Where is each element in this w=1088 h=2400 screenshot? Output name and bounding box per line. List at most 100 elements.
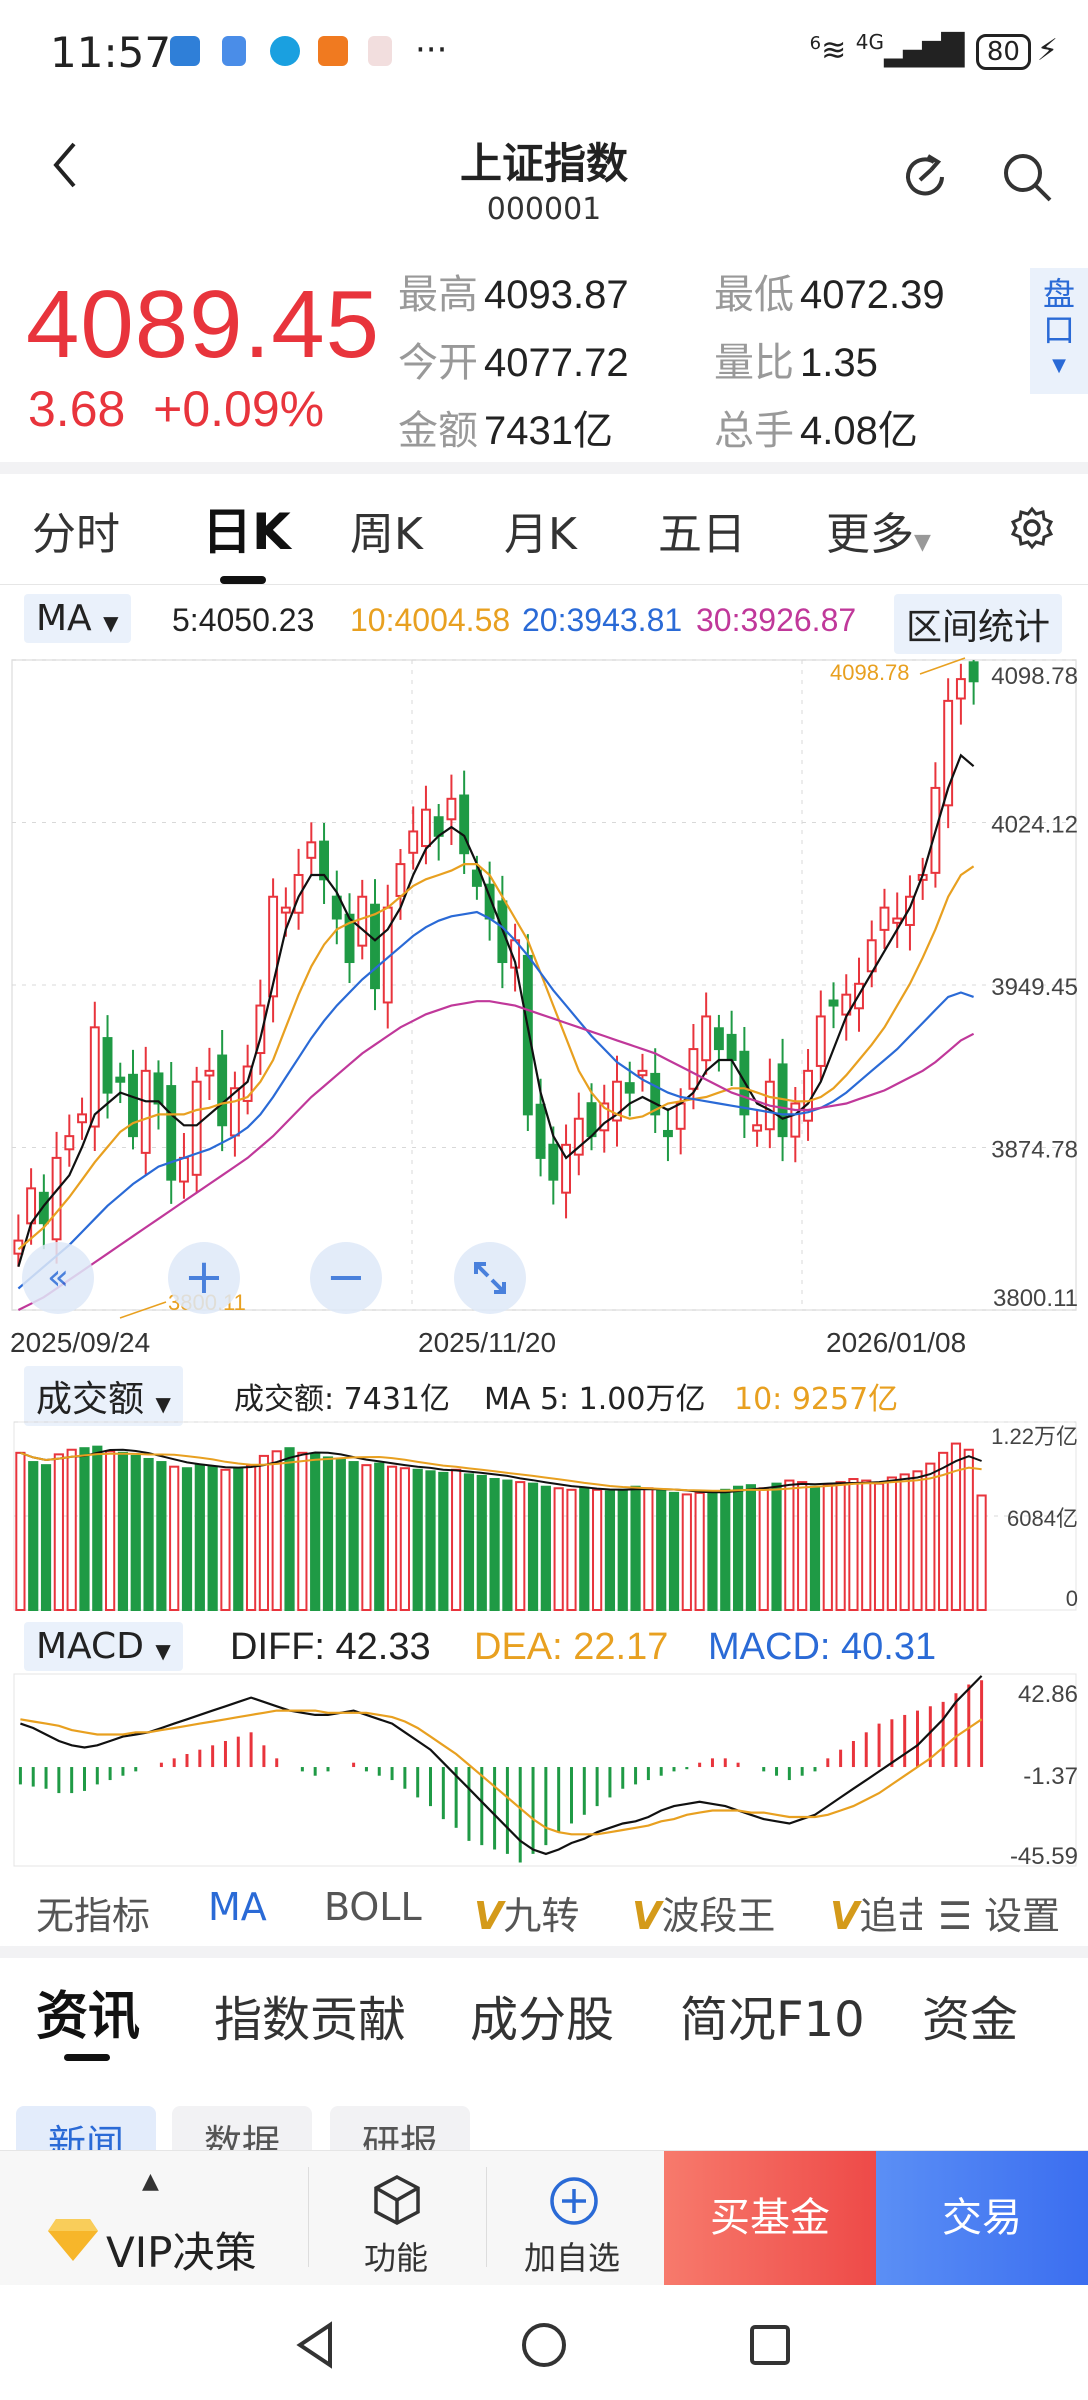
indicator-boll[interactable]: BOLL [324,1885,422,1929]
app-notification-icon [170,36,200,66]
indicator-ma[interactable]: MA [208,1885,267,1929]
pankou-label-2: 口 [1042,311,1075,349]
volume-bar [822,1484,833,1611]
zoom-in-button[interactable]: + [168,1242,240,1314]
volume-bar [117,1451,129,1611]
candle-body [344,913,355,964]
macd-diff: DIFF: 42.33 [230,1626,431,1668]
tab-more[interactable]: 更多▼ [826,498,931,562]
indicator-zhuiji[interactable]: V追击 [830,1885,922,1940]
volume-bar [592,1488,603,1611]
volume-bar [297,1451,308,1611]
volume-bar [310,1453,321,1611]
tab-five-day[interactable]: 五日 [658,509,746,560]
candle-body [943,699,954,807]
high-marker-line [919,657,966,675]
volume-bar [374,1462,385,1612]
volume-bar [950,1442,962,1611]
indicator-boduanwang[interactable]: V波段王 [632,1885,775,1940]
candle-body [624,1082,635,1094]
indicator-settings[interactable]: ☰ 设置 [934,1885,1061,1940]
scroll-left-icon[interactable]: « [22,1242,94,1314]
buy-fund-button[interactable]: 买基金 [664,2151,876,2286]
kline-chart[interactable]: 4098.78 4024.12 3949.45 3874.78 3800.11 4098.… [0,650,1088,1360]
volume-bar [412,1468,423,1611]
tab-news-info[interactable]: 资讯 [36,1987,141,2047]
search-icon[interactable] [1000,150,1054,208]
candle-body [217,1054,228,1127]
fullscreen-icon[interactable] [454,1242,526,1314]
candle-body [370,903,380,990]
trade-button[interactable]: 交易 [876,2151,1088,2286]
clock: 11:57 [50,28,172,77]
cube-icon [370,2173,424,2231]
volume-bar [130,1454,141,1611]
indicator-none[interactable]: 无指标 [36,1894,151,1938]
volume-bar [720,1488,731,1611]
ma5-line [17,753,975,1268]
high-marker-label: 4098.78 [830,660,910,685]
volume-bar [643,1487,654,1611]
back-icon[interactable] [50,140,80,202]
add-watchlist-button[interactable]: 加自选 [524,2239,621,2277]
candle-body [713,1027,724,1051]
pankou-button[interactable]: 盘 口 ▼ [1030,268,1088,394]
volume-bar [40,1464,52,1612]
refresh-icon[interactable] [898,150,952,208]
candle-body [38,1191,49,1225]
volume-chart[interactable]: 1.22万亿 6084亿 0 [0,1416,1088,1616]
volume-selector[interactable]: 成交额 ▼ [24,1366,183,1426]
ma30-value: 30:3926.87 [696,602,857,638]
macd-chart[interactable]: 42.86 -1.37 -45.59 [0,1670,1088,1870]
volume-bar [181,1467,193,1611]
tab-weekly-k[interactable]: 周K [350,509,423,560]
open-label: 今开 [398,341,478,385]
function-button[interactable]: 功能 [364,2239,429,2277]
candle-body [904,895,915,926]
shop-notification-icon [318,36,348,66]
volume-bar [797,1481,808,1611]
recents-square-icon[interactable] [748,2323,792,2371]
tab-index-contribution[interactable]: 指数贡献 [214,1992,407,2048]
vol-ratio-value: 1.35 [800,341,878,385]
candle-body [51,1156,62,1241]
tab-capital[interactable]: 资金 [922,1992,1019,2048]
y-tick-label: 3949.45 [991,974,1078,1001]
volume-bar [630,1485,641,1611]
ma30-line [17,1000,975,1311]
vip-decision-button[interactable]: VIP决策 [106,2228,257,2277]
change-value: 3.68 [28,381,126,437]
candle-body [153,1072,164,1105]
y-tick-label: 0 [1066,1586,1078,1611]
high-label: 最高 [398,273,478,317]
zoom-out-button[interactable]: − [310,1242,382,1314]
volume-bar [668,1491,680,1611]
battery-icon: 80 [975,34,1031,70]
range-stats-button[interactable]: 区间统计 [894,594,1063,654]
ma-selector[interactable]: MA ▼ [24,594,131,643]
amount-value: 7431亿 [484,409,613,453]
volume-bar [207,1465,218,1612]
candle-body [319,840,330,881]
macd-dea-line [20,1709,983,1836]
candle-body [77,1113,88,1124]
pankou-label-1: 盘 [1042,275,1075,313]
more-notifications-icon: ··· [415,30,448,70]
expand-up-icon[interactable]: ▲ [142,2169,159,2194]
indicator-zhuiji-label: 追击 [859,1894,922,1938]
candle-body [955,678,966,700]
home-circle-icon[interactable] [520,2321,568,2373]
tab-constituents[interactable]: 成分股 [470,1992,615,2048]
bar-divider [308,2167,309,2267]
tab-monthly-k[interactable]: 月K [504,509,577,560]
tab-f10[interactable]: 简况F10 [680,1992,865,2048]
back-triangle-icon[interactable] [292,2321,340,2373]
macd-selector[interactable]: MACD ▼ [24,1622,183,1671]
volume-bar [861,1479,872,1612]
indicator-jiuzhuan[interactable]: V九转 [474,1885,579,1940]
tab-daily-k[interactable]: 日K [202,503,291,561]
tab-intraday[interactable]: 分时 [32,509,120,560]
candle-body [815,1015,826,1067]
volume-ma10-line [20,1451,982,1492]
gear-icon[interactable] [1010,506,1054,554]
